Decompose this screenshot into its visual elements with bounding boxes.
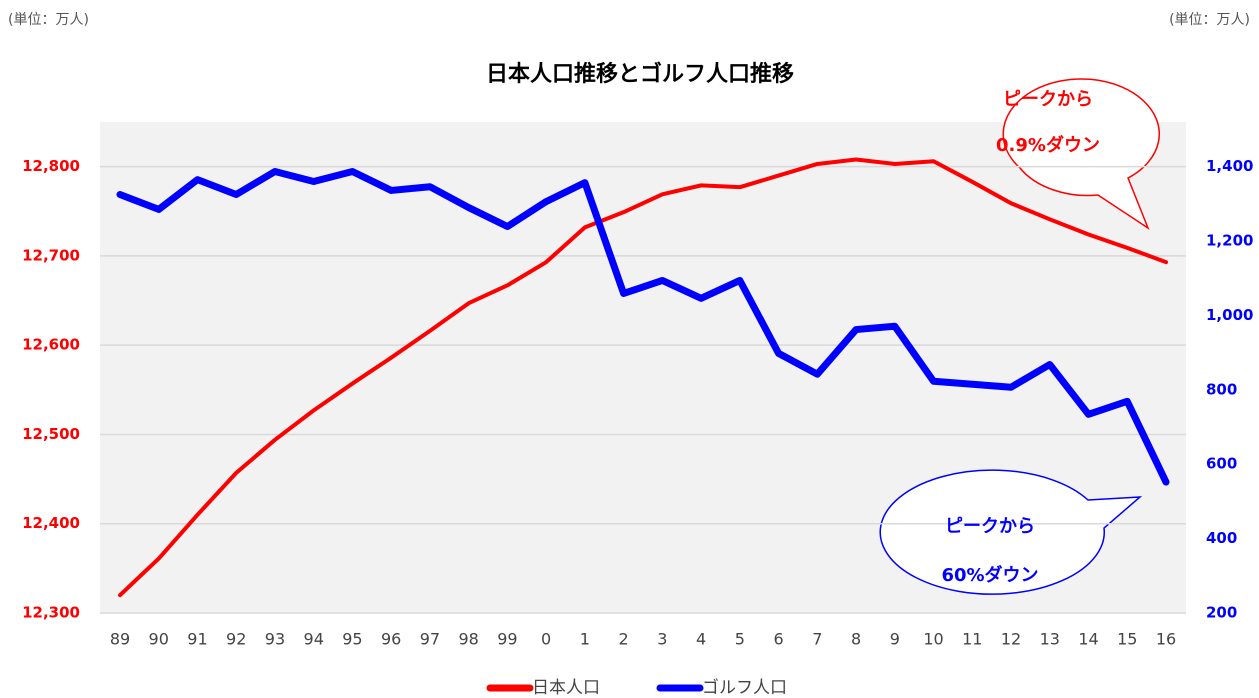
x-tick-label: 7 [812, 630, 822, 649]
x-tick-label: 97 [420, 630, 440, 649]
annotation: ピークから [1003, 89, 1093, 110]
x-tick-label: 89 [110, 630, 130, 649]
legend-label: 日本人口 [532, 678, 600, 698]
x-tick-label: 16 [1156, 630, 1176, 649]
x-tick-label: 92 [226, 630, 246, 649]
x-tick-label: 10 [923, 630, 943, 649]
x-tick-label: 2 [619, 630, 629, 649]
x-tick-label: 3 [657, 630, 667, 649]
x-tick-label: 91 [187, 630, 207, 649]
y-unit-label: (単位：万人) [8, 12, 89, 28]
annotation: 60%ダウン [941, 564, 1038, 586]
x-tick-label: 9 [890, 630, 900, 649]
x-tick-label: 93 [265, 630, 285, 649]
x-tick-label: 14 [1078, 630, 1098, 649]
x-tick-label: 4 [696, 630, 706, 649]
chart-title: 日本人口推移とゴルフ人口推移 [486, 61, 794, 87]
y2-tick-label: 1,200 [1206, 232, 1253, 250]
x-tick-label: 13 [1040, 630, 1060, 649]
y2-tick-label: 200 [1206, 604, 1237, 622]
y2-tick-label: 600 [1206, 455, 1237, 473]
x-tick-label: 12 [1001, 630, 1021, 649]
y-tick-label: 12,300 [22, 604, 80, 622]
callouts [879, 78, 1161, 595]
y2-unit-label: (単位：万人) [1169, 12, 1250, 28]
callout-red [1002, 78, 1161, 230]
annotation: ピークから [945, 516, 1035, 537]
legend-label: ゴルフ人口 [702, 677, 787, 698]
x-tick-label: 6 [773, 630, 783, 649]
y-tick-label: 12,700 [22, 246, 80, 264]
x-tick-label: 94 [304, 630, 324, 649]
series-line [116, 167, 1170, 486]
y-tick-label: 12,400 [22, 514, 80, 532]
x-tick-label: 99 [497, 630, 517, 649]
x-tick-label: 96 [381, 630, 401, 649]
x-tick-label: 0 [541, 630, 551, 649]
series-line [118, 157, 1168, 598]
x-tick-label: 15 [1117, 630, 1137, 649]
callout-blue [879, 469, 1143, 595]
x-tick-label: 95 [342, 630, 362, 649]
y2-tick-label: 400 [1206, 529, 1237, 547]
y-tick-label: 12,600 [22, 336, 80, 354]
x-tick-label: 5 [735, 630, 745, 649]
x-tick-label: 8 [851, 630, 861, 649]
y-tick-label: 12,500 [22, 425, 80, 443]
y2-tick-label: 1,400 [1206, 157, 1253, 175]
annotation: 0.9%ダウン [996, 134, 1100, 156]
x-tick-label: 11 [962, 630, 982, 649]
x-tick-label: 1 [580, 630, 590, 649]
y-tick-label: 12,800 [22, 157, 80, 175]
x-tick-label: 90 [149, 630, 169, 649]
x-tick-label: 98 [458, 630, 478, 649]
y2-tick-label: 800 [1206, 380, 1237, 398]
y2-tick-label: 1,000 [1206, 306, 1253, 324]
